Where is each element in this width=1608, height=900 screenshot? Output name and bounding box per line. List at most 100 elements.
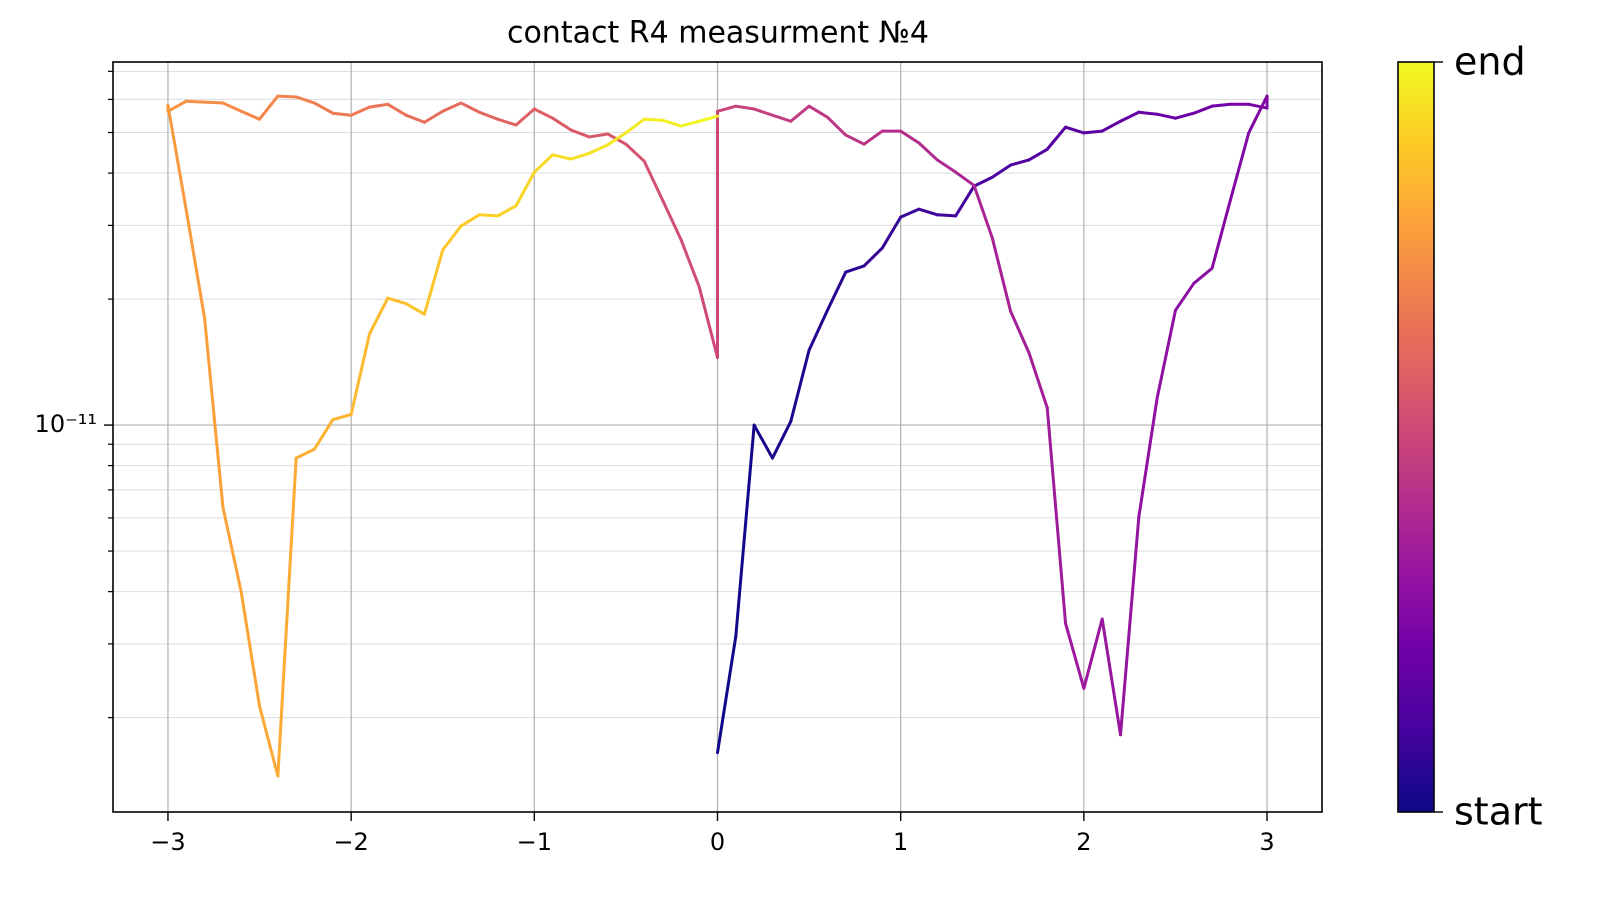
line-segment (1045, 406, 1068, 625)
line-segment (551, 153, 573, 161)
line-segment (734, 104, 756, 111)
line-segment (184, 208, 207, 320)
line-segment (752, 423, 774, 460)
line-segment (862, 129, 884, 146)
line-segment (899, 207, 921, 219)
line-segment (1192, 104, 1214, 115)
line-segment (1082, 129, 1104, 135)
line-segment (386, 296, 408, 306)
line-segment (532, 153, 555, 174)
line-segment (532, 107, 555, 120)
line-segment (1155, 112, 1177, 120)
line-segment (1119, 110, 1141, 123)
line-segment (624, 142, 646, 163)
line-segment (367, 296, 390, 336)
line-segment (716, 634, 738, 755)
x-tick-label: 0 (710, 828, 725, 856)
line-segment (1119, 515, 1141, 737)
line-segment (514, 170, 536, 208)
line-segment (661, 198, 683, 241)
line-segment (697, 114, 719, 123)
line-segment (972, 183, 994, 240)
line-segment (441, 101, 463, 113)
line-segment (184, 99, 207, 104)
line-segment (679, 119, 701, 128)
line-segment (1137, 396, 1159, 519)
x-tick-label: 1 (893, 828, 908, 856)
x-tick-label: 2 (1076, 828, 1091, 856)
line-segment (514, 107, 536, 127)
line-segment (1247, 102, 1269, 110)
line-segment (1228, 131, 1251, 202)
line-segment (1045, 125, 1068, 151)
line-segment (734, 423, 756, 638)
line-segment (1192, 266, 1214, 285)
line-segment (166, 103, 188, 212)
line-segment (917, 141, 939, 162)
line-segment (1210, 198, 1232, 270)
colorbar (1397, 61, 1435, 813)
line-segment (203, 316, 225, 509)
line-segment (496, 117, 518, 127)
line-segment (1027, 147, 1049, 162)
line-segment (679, 237, 701, 289)
line-segment (990, 163, 1013, 179)
line-segment (239, 590, 262, 708)
line-segment (422, 109, 445, 124)
line-segment (954, 184, 976, 218)
line-segment (1173, 281, 1196, 312)
line-segment (313, 418, 335, 451)
line-segment (1027, 351, 1049, 410)
line-segment (349, 105, 371, 117)
line-segment (587, 143, 610, 155)
line-segment (990, 236, 1013, 313)
line-segment (386, 102, 408, 117)
line-segment (1100, 119, 1122, 133)
line-segment (422, 248, 445, 316)
line-segment (1100, 617, 1122, 737)
line-segment (844, 264, 866, 274)
line-segment (459, 101, 481, 114)
x-tick-label: −3 (150, 828, 185, 856)
line-segment (551, 116, 573, 132)
line-segment (1247, 94, 1269, 135)
line-segment (935, 158, 958, 174)
colorbar-label: start (1454, 790, 1543, 834)
line-segment (441, 224, 463, 252)
line-segment (1210, 102, 1232, 108)
x-tick-label: 3 (1259, 828, 1274, 856)
line-segment (752, 107, 774, 117)
line-segment (917, 207, 939, 217)
line-segment (789, 348, 811, 423)
line-segment (935, 213, 958, 218)
line-segment (642, 159, 665, 202)
line-segment (716, 104, 738, 113)
line-segment (661, 118, 683, 128)
line-segment (221, 505, 243, 594)
line-segment (770, 113, 793, 123)
line-segment (954, 170, 976, 187)
line-segment (294, 95, 316, 105)
line-segment (331, 412, 353, 422)
line-segment (1155, 308, 1177, 400)
line-segment (862, 246, 884, 268)
line-segment (972, 175, 994, 188)
line-segment (367, 102, 390, 109)
line-segment (1173, 111, 1196, 120)
line-segment (349, 332, 371, 416)
line-segment (459, 213, 481, 228)
line-segment (844, 133, 866, 146)
x-tick-label: −2 (333, 828, 368, 856)
line-segment (1009, 158, 1031, 167)
line-segment (404, 302, 426, 316)
line-segment (477, 110, 500, 121)
line-segment (624, 117, 646, 135)
line-segment (587, 132, 610, 139)
line-segment (807, 308, 829, 352)
y-tick-label: 10⁻¹¹ (35, 410, 97, 438)
line-segment (221, 101, 243, 113)
line-segment (1064, 621, 1086, 690)
line-segment (1064, 125, 1086, 135)
line-segment (203, 100, 225, 105)
